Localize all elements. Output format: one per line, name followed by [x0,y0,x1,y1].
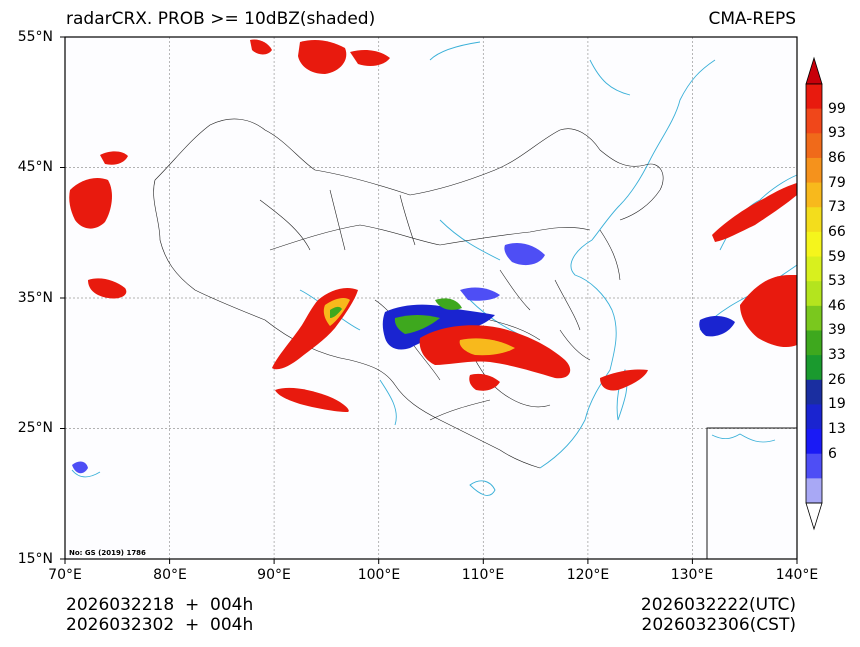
colorbar-tick-label: 73 [828,199,846,216]
lat-tick-label: 55°N [17,29,53,45]
colorbar-swatch [806,478,822,504]
colorbar-swatch [806,330,822,356]
lon-tick-label: 110°E [461,567,505,583]
lon-tick-label: 120°E [566,567,610,583]
probability-shading [69,39,797,474]
graticule [65,37,797,559]
colorbar-tick-label: 6 [828,445,837,462]
colorbar-tick-label: 46 [828,297,846,314]
colorbar-swatch [806,84,822,110]
colorbar-swatch [806,305,822,331]
lon-tick-label: 90°E [257,567,291,583]
lon-tick-label: 140°E [775,567,819,583]
map-review-number: No: GS (2019) 1786 [69,549,146,557]
colorbar-swatch [806,108,822,134]
colorbar-swatch [806,207,822,233]
colorbar [805,56,823,531]
colorbar-tick-label: 26 [828,371,846,388]
axis-ticks [60,36,798,564]
colorbar-tick-label: 59 [828,248,846,265]
colorbar-tick-label: 66 [828,223,846,240]
colorbar-tick-label: 33 [828,347,846,364]
colorbar-swatch [806,256,822,282]
lon-tick-label: 80°E [153,567,187,583]
lat-tick-label: 45°N [17,159,53,175]
init-time-utc: 2026032218 + 004h [66,595,254,615]
lat-tick-label: 35°N [17,290,53,306]
colorbar-tick-label: 79 [828,174,846,191]
colorbar-swatch [806,379,822,405]
colorbar-swatch [806,453,822,479]
colorbar-frame [805,83,823,504]
colorbar-over-triangle [805,56,823,85]
lat-tick-label: 15°N [17,551,53,567]
colorbar-tick-label: 86 [828,149,846,166]
chart-title: radarCRX. PROB >= 10dBZ(shaded) [66,9,376,29]
colorbar-swatch [806,355,822,381]
colorbar-swatch [806,157,822,184]
colorbar-swatch [806,231,822,258]
colorbar-swatch [806,404,822,430]
lon-tick-label: 100°E [357,567,401,583]
colorbar-swatch [806,281,822,307]
lon-tick-label: 130°E [670,567,714,583]
colorbar-tick-label: 53 [828,273,846,290]
valid-time-cst: 2026032306(CST) [641,615,796,635]
colorbar-swatch [806,182,822,208]
lon-tick-label: 70°E [48,567,82,583]
model-name: CMA-REPS [708,9,796,29]
colorbar-tick-label: 39 [828,322,846,339]
lat-tick-label: 25°N [17,420,53,436]
valid-time-utc: 2026032222(UTC) [640,595,796,615]
colorbar-under-triangle [805,502,823,531]
colorbar-swatch [806,133,822,159]
colorbar-tick-label: 19 [828,396,846,413]
colorbar-tick-label: 99 [828,100,846,117]
colorbar-tick-label: 93 [828,125,846,142]
colorbar-swatch [806,429,822,455]
colorbar-tick-label: 13 [828,421,846,438]
init-time-cst: 2026032302 + 004h [66,615,254,635]
